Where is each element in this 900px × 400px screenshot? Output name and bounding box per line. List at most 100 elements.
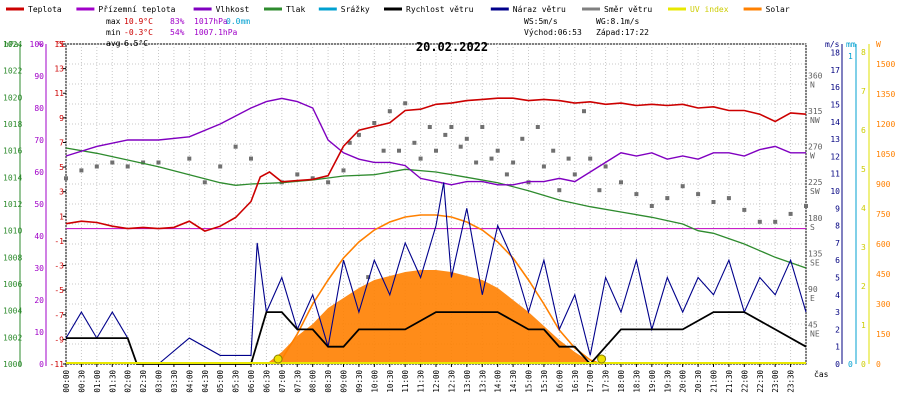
wind-direction-point [125,164,130,169]
tick-degc: 15 [54,40,64,49]
tick-pct: 100 [30,40,45,49]
stats-avg-label: avg [106,39,121,48]
wind-direction-point [696,192,701,197]
wind-direction-point [804,204,808,208]
stats-max-hum: 83% [170,17,185,26]
tick-dir-name: SW [810,187,820,196]
tick-dir-deg: 180 [808,214,823,223]
tick-x: 02:30 [139,370,148,393]
tick-degc: -7 [54,311,64,320]
tick-w: 1350 [876,90,895,99]
tick-uv: 6 [861,126,866,135]
tick-ms: 8 [835,222,840,231]
legend-label: Vlhkost [216,5,250,14]
tick-pct: 0 [39,360,44,369]
stats-ws: WS:5m/s [524,17,558,26]
tick-x: 12:30 [447,370,456,393]
tick-x: 04:00 [185,370,194,393]
tick-x: 10:30 [386,370,395,393]
tick-ms: 4 [835,291,840,300]
tick-x: 03:00 [155,370,164,393]
tick-ms: 3 [835,308,840,317]
wind-direction-point [218,164,223,169]
legend-label: Solar [766,5,790,14]
wind-direction-point [557,188,562,193]
tick-x: 20:00 [679,370,688,393]
wind-direction-point [634,192,639,197]
wind-direction-point [535,125,540,129]
tick-hpa: 1006 [3,280,22,289]
tick-x: 06:30 [262,370,271,393]
wind-direction-point [773,219,778,224]
wind-direction-point [347,140,352,145]
tick-x: 16:00 [555,370,564,393]
wind-direction-point [474,160,479,165]
legend-label: Přízemní teplota [98,5,175,14]
tick-ms: 9 [835,204,840,213]
tick-x: 06:00 [247,370,256,393]
tick-x: 09:00 [340,370,349,393]
wind-direction-point [504,172,509,177]
tick-x: 10:00 [370,370,379,393]
tick-degc: 13 [54,65,64,74]
temperature-line [65,97,807,232]
wind-direction-point [495,148,500,153]
tick-w: 750 [876,210,891,219]
wind-direction-point [711,200,716,204]
wind-direction-point [443,132,448,137]
tick-dir-name: NW [810,116,820,125]
tick-x: 19:00 [648,370,657,393]
stats-sunset: Západ:17:22 [596,28,649,37]
legend-label: Směr větru [604,5,652,14]
wind-direction-point [742,207,747,212]
wind-direction-point [480,125,485,129]
wind-direction-point [387,109,392,114]
axes: 1024102210201018101610141012101010081006… [3,40,895,393]
tick-dir-name: E [810,294,815,303]
tick-degc: -9 [54,335,64,344]
tick-degc: -11 [50,360,65,369]
tick-ms: 6 [835,256,840,265]
wind-direction-point [566,156,571,161]
axis-titles: hPa % °C m/s mm W čas [4,40,881,379]
tick-x: 01:00 [93,370,102,393]
wind-direction-point [412,140,417,145]
tick-x: 07:30 [293,370,302,393]
tick-hpa: 1000 [3,360,22,369]
tick-dir-name: W [810,152,815,161]
tick-x: 04:30 [201,370,210,393]
wind-direction-point [233,144,238,149]
tick-x: 14:00 [494,370,503,393]
axis-title-w: W [876,40,881,49]
data-series [64,97,808,366]
tick-uv: 7 [861,87,866,96]
wind-gust-line [65,182,807,365]
wind-direction-point [434,148,438,153]
tick-pct: 30 [34,264,44,273]
tick-degc: 11 [54,89,64,98]
tick-uv: 2 [861,282,866,291]
tick-ms: 16 [830,83,840,92]
tick-mm: 0 [848,360,853,369]
wind-direction-point [489,156,494,161]
tick-dir-deg: 135 [808,249,823,258]
humidity-line [65,97,806,186]
sunrise-marker [273,354,283,364]
wind-direction-point [464,136,469,141]
tick-x: 18:00 [617,370,626,393]
legend-label: Srážky [341,5,370,14]
wind-direction-point [381,148,386,153]
wind-direction-point [403,101,408,106]
tick-ms: 2 [835,325,840,334]
tick-x: 16:30 [571,370,580,393]
tick-dir-deg: 315 [808,107,823,116]
tick-ms: 11 [830,170,840,179]
pressure-line [65,147,807,269]
tick-uv: 3 [861,243,866,252]
tick-w: 600 [876,240,891,249]
tick-hpa: 1018 [3,120,22,129]
tick-x: 13:00 [463,370,472,393]
wind-direction-point [202,180,207,185]
tick-uv: 4 [861,204,866,213]
